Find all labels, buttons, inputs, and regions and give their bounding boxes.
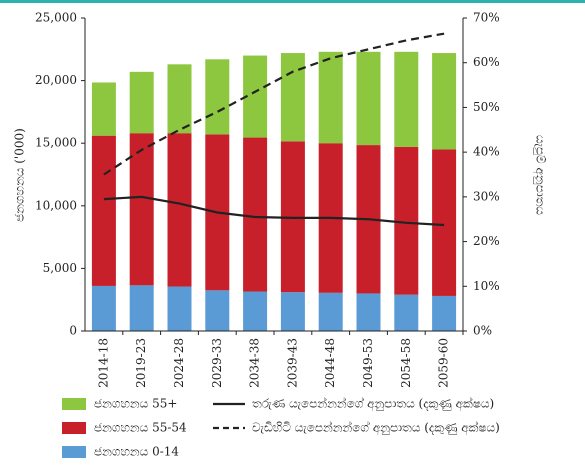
legend-swatch bbox=[62, 446, 86, 458]
bar-segment bbox=[205, 290, 230, 331]
bar-segment bbox=[318, 292, 343, 331]
bar-segment bbox=[394, 51, 419, 147]
legend-label: ජනගහනය 55+ bbox=[94, 397, 177, 411]
legend-swatch bbox=[62, 422, 86, 434]
x-tick-label: 2029-33 bbox=[210, 338, 224, 388]
legend-swatch bbox=[62, 398, 86, 410]
y2-tick-label: 60% bbox=[473, 55, 500, 69]
y2-axis-label: යැපුම් අනුපාතය bbox=[533, 135, 548, 215]
y-tick-label: 0 bbox=[69, 324, 77, 338]
x-tick-label: 2034-38 bbox=[248, 338, 262, 388]
bar-segment bbox=[432, 53, 457, 150]
bar-segment bbox=[167, 133, 192, 287]
x-tick-label: 2019-23 bbox=[134, 338, 148, 388]
y-tick-label: 20,000 bbox=[35, 73, 77, 87]
bar-segment bbox=[129, 71, 154, 134]
y-axis-label: ජනගහනය ('000) bbox=[13, 128, 27, 222]
x-tick-label: 2044-48 bbox=[323, 338, 337, 388]
bar-segment bbox=[129, 285, 154, 331]
bar-segment bbox=[91, 135, 116, 286]
bar-segment bbox=[167, 64, 192, 134]
y2-tick-label: 40% bbox=[473, 145, 500, 159]
legend-label: ජනගහනය 55-54 bbox=[94, 421, 187, 435]
y-tick-label: 25,000 bbox=[35, 11, 77, 25]
x-tick-label: 2024-28 bbox=[172, 338, 186, 388]
bar-segment bbox=[356, 51, 381, 146]
x-tick-label: 2014-18 bbox=[96, 338, 110, 388]
bar-segment bbox=[394, 294, 419, 331]
bar-segment bbox=[356, 293, 381, 331]
y-tick-label: 5,000 bbox=[43, 261, 77, 275]
x-tick-label: 2039-43 bbox=[285, 338, 299, 388]
bar-segment bbox=[432, 295, 457, 331]
bar-segment bbox=[91, 82, 116, 136]
bar-segment bbox=[167, 286, 192, 331]
line-series bbox=[103, 32, 445, 176]
y2-tick-label: 20% bbox=[473, 234, 500, 248]
bar-segment bbox=[280, 53, 305, 142]
bar-segment bbox=[394, 146, 419, 295]
x-tick-label: 2049-53 bbox=[361, 338, 375, 388]
bar-segment bbox=[205, 59, 230, 135]
header-band bbox=[0, 0, 585, 3]
line-series bbox=[103, 195, 445, 227]
bar-segment bbox=[129, 133, 154, 286]
bar-segment bbox=[432, 149, 457, 296]
bar-segment bbox=[280, 292, 305, 331]
y-tick-label: 10,000 bbox=[35, 198, 77, 212]
x-tick-label: 2059-60 bbox=[437, 338, 451, 388]
legend-label: වැඩිහිටි යැපෙන්නන්ගේ අනුපාතය (දකුණු අක්ෂ… bbox=[252, 420, 500, 435]
y2-tick-label: 10% bbox=[473, 279, 500, 293]
bar-segment bbox=[91, 285, 116, 331]
y2-tick-label: 70% bbox=[473, 11, 500, 25]
x-tick-label: 2054-58 bbox=[399, 338, 413, 388]
y2-tick-label: 0% bbox=[473, 324, 492, 338]
y2-tick-label: 30% bbox=[473, 189, 500, 203]
bar-segment bbox=[243, 291, 268, 331]
legend-label: ජනගහනය 0-14 bbox=[94, 445, 179, 459]
y2-tick-label: 50% bbox=[473, 100, 500, 114]
y-tick-label: 15,000 bbox=[35, 136, 77, 150]
bar-segment bbox=[243, 137, 268, 292]
bar-segment bbox=[318, 51, 343, 144]
legend-label: තරුණ යැපෙන්නන්ගේ අනුපාතය (දකුණු අක්ෂය) bbox=[252, 396, 494, 411]
